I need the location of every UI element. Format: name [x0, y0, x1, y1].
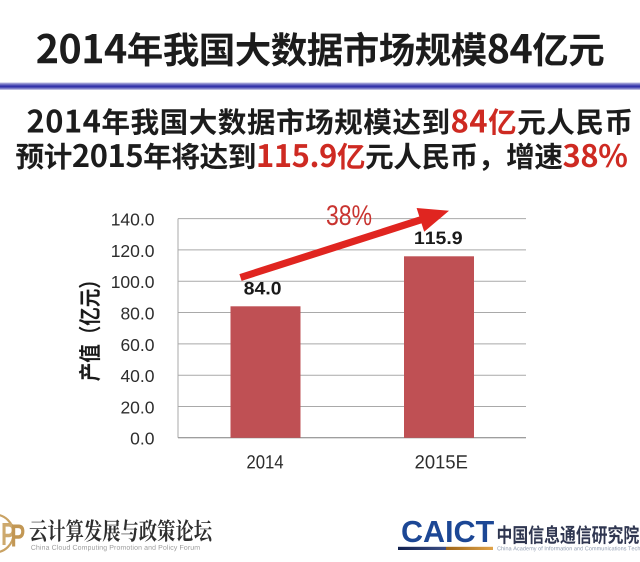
svg-text:120.0: 120.0 — [111, 241, 155, 261]
svg-text:20.0: 20.0 — [120, 397, 154, 417]
svg-text:0.0: 0.0 — [130, 429, 155, 449]
svg-text:40.0: 40.0 — [120, 366, 154, 386]
svg-text:100.0: 100.0 — [111, 272, 155, 292]
svg-text:80.0: 80.0 — [120, 303, 154, 323]
svg-text:140.0: 140.0 — [111, 210, 155, 230]
svg-text:60.0: 60.0 — [120, 335, 154, 355]
